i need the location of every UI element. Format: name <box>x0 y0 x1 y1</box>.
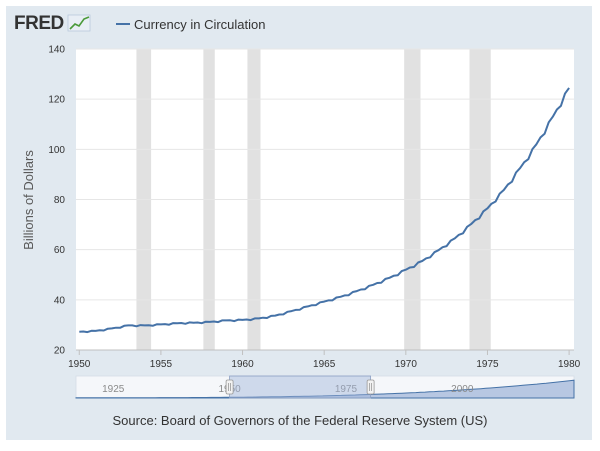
x-tick-label-1955: 1955 <box>150 359 173 370</box>
x-tick-label-1960: 1960 <box>231 359 254 370</box>
fred-logo-text[interactable]: FRED <box>14 13 64 34</box>
y-tick-label-40: 40 <box>54 295 66 306</box>
navigator-series-area <box>75 379 575 399</box>
fred-graph-icon-line <box>69 16 90 30</box>
x-tick-label-1980: 1980 <box>558 359 581 370</box>
x-tick-label-1965: 1965 <box>313 359 336 370</box>
y-axis: 20 40 60 80 100 120 140 <box>48 45 65 357</box>
fred-graph-icon <box>67 14 91 32</box>
navigator-handle-right[interactable] <box>366 379 375 395</box>
fred-logo[interactable]: FRED <box>14 13 91 34</box>
nav-handle-right-grip[interactable] <box>366 379 375 395</box>
legend[interactable]: Currency in Circulation <box>116 17 266 32</box>
nav-handle-left-grip[interactable] <box>225 379 234 395</box>
y-tick-label-80: 80 <box>54 195 66 206</box>
y-tick-label-100: 100 <box>48 145 65 156</box>
y-tick-label-20: 20 <box>54 346 66 357</box>
y-tick-label-60: 60 <box>54 245 66 256</box>
y-axis-title: Billions of Dollars <box>21 150 36 250</box>
legend-label[interactable]: Currency in Circulation <box>134 17 266 32</box>
x-tick-label-1975: 1975 <box>476 359 499 370</box>
x-tick-label-1950: 1950 <box>68 359 91 370</box>
navigator-tick-label-1925: 1925 <box>102 384 125 395</box>
navigator-selected-window[interactable] <box>229 375 372 399</box>
x-axis: 1950 1955 1960 1965 1970 1975 1980 <box>68 350 581 370</box>
gridlines <box>76 48 574 301</box>
series-line-currency-in-circulation[interactable] <box>79 87 570 334</box>
y-tick-label-140: 140 <box>48 45 65 56</box>
navigator-tick-label-1975: 1975 <box>335 384 358 395</box>
source-note: Source: Board of Governors of the Federa… <box>113 413 488 428</box>
y-tick-label-120: 120 <box>48 95 65 106</box>
navigator-tick-label-2000: 2000 <box>451 384 474 395</box>
range-navigator[interactable]: 1925195019752000 <box>75 375 575 399</box>
navigator-handle-left[interactable] <box>225 379 234 395</box>
x-tick-label-1970: 1970 <box>395 359 418 370</box>
